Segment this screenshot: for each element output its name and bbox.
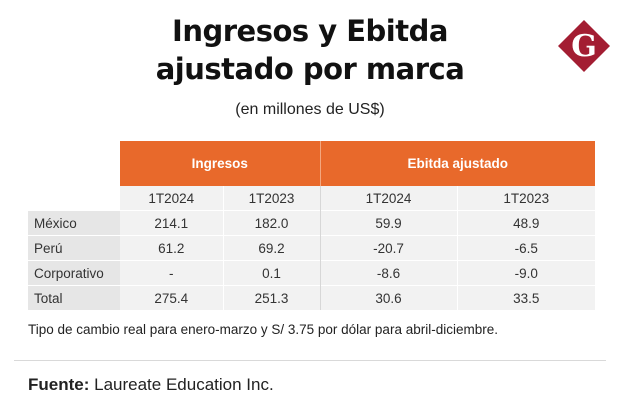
footnote: Tipo de cambio real para enero-marzo y S… xyxy=(28,322,498,337)
table-cell: 275.4 xyxy=(120,285,223,310)
row-label: Total xyxy=(28,285,120,310)
table-cell: -6.5 xyxy=(456,235,595,261)
divider xyxy=(14,360,606,361)
row-label: México xyxy=(28,210,120,236)
title-line-2: ajustado por marca xyxy=(155,52,465,86)
table-cell: 61.2 xyxy=(120,235,223,261)
table-row: Corporativo - 0.1 -8.6 -9.0 xyxy=(28,260,595,286)
group-header-ingresos: Ingresos xyxy=(120,141,320,186)
source-label: Fuente: xyxy=(28,375,90,394)
table-cell: - xyxy=(120,260,223,286)
corner-cell xyxy=(28,141,120,186)
row-label: Perú xyxy=(28,235,120,261)
table-cell: 30.6 xyxy=(319,285,457,310)
table-row: Perú 61.2 69.2 -20.7 -6.5 xyxy=(28,235,595,261)
subtitle: (en millones de US$) xyxy=(235,101,385,118)
title-line-1: Ingresos y Ebitda xyxy=(172,14,448,48)
table-cell: 33.5 xyxy=(456,285,595,310)
table-cell: 69.2 xyxy=(222,235,320,261)
period-header: 1T2024 xyxy=(319,186,457,211)
table-cell: 182.0 xyxy=(222,210,320,236)
table-cell: -9.0 xyxy=(456,260,595,286)
row-label: Corporativo xyxy=(28,260,120,286)
table-cell: -8.6 xyxy=(319,260,457,286)
table-row: Total 275.4 251.3 30.6 33.5 xyxy=(28,285,595,310)
table-cell: -20.7 xyxy=(319,235,457,261)
table-cell: 251.3 xyxy=(222,285,320,310)
page-title: Ingresos y Ebitda ajustado por marca xyxy=(0,12,620,88)
table-cell: 48.9 xyxy=(456,210,595,236)
source-line: Fuente: Laureate Education Inc. xyxy=(28,375,274,395)
period-header: 1T2023 xyxy=(456,186,595,211)
data-table: Ingresos Ebitda ajustado 1T2024 1T2023 1… xyxy=(28,141,595,310)
table-cell: 0.1 xyxy=(222,260,320,286)
logo-letter: G xyxy=(571,29,597,64)
gestion-g-logo-icon: G xyxy=(558,20,610,72)
table-cell: 214.1 xyxy=(120,210,223,236)
source-text: Laureate Education Inc. xyxy=(89,375,274,394)
group-header-ebitda: Ebitda ajustado xyxy=(319,141,595,186)
corner-cell xyxy=(28,186,120,211)
table-row: México 214.1 182.0 59.9 48.9 xyxy=(28,210,595,236)
period-header: 1T2024 xyxy=(120,186,223,211)
table-cell: 59.9 xyxy=(319,210,457,236)
period-header: 1T2023 xyxy=(222,186,320,211)
